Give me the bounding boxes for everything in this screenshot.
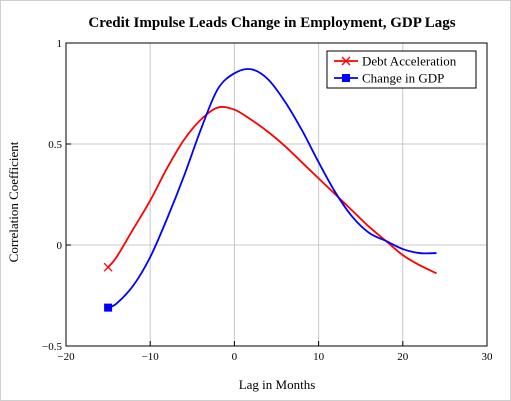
y-tick-label: 1 — [57, 38, 63, 50]
legend-item: Debt Acceleration — [334, 54, 457, 69]
x-tick-label: 0 — [232, 351, 238, 363]
legend-label: Debt Acceleration — [362, 54, 457, 69]
x-tick-label: 10 — [313, 351, 325, 363]
plot-border — [65, 42, 488, 347]
series-marker — [103, 262, 113, 272]
series-change-in-gdp — [104, 68, 437, 312]
x-axis-label: Lag in Months — [239, 377, 316, 392]
legend-item: Change in GDP — [334, 71, 444, 86]
series-line — [107, 68, 437, 309]
y-tick-label: 0 — [57, 240, 63, 252]
marker-stroke — [103, 262, 113, 272]
y-tick-label: 0.5 — [48, 139, 62, 151]
series-debt-acceleration — [103, 106, 437, 275]
legend-swatch-marker — [341, 56, 351, 66]
legend-swatch-marker — [342, 74, 350, 82]
x-tick-label: −10 — [142, 351, 160, 363]
x-tick-label: −20 — [57, 351, 75, 363]
legend-box — [326, 50, 477, 89]
series-marker — [104, 303, 113, 312]
y-axis-label: Correlation Coefficient — [6, 141, 21, 262]
series-line — [107, 106, 437, 275]
legend-label: Change in GDP — [362, 71, 444, 86]
x-tick-label: 20 — [397, 351, 409, 363]
legend: Debt Acceleration Change in GDP — [326, 50, 477, 89]
series-group — [103, 68, 437, 312]
y-tick-label: −0.5 — [42, 341, 62, 353]
chart-title: Credit Impulse Leads Change in Employmen… — [88, 15, 455, 31]
x-tick-label: 30 — [482, 351, 494, 363]
plot-area: −20 −10 0 10 20 30 −0.5 0 0.5 1 — [42, 38, 493, 363]
marker-stroke — [341, 56, 351, 66]
